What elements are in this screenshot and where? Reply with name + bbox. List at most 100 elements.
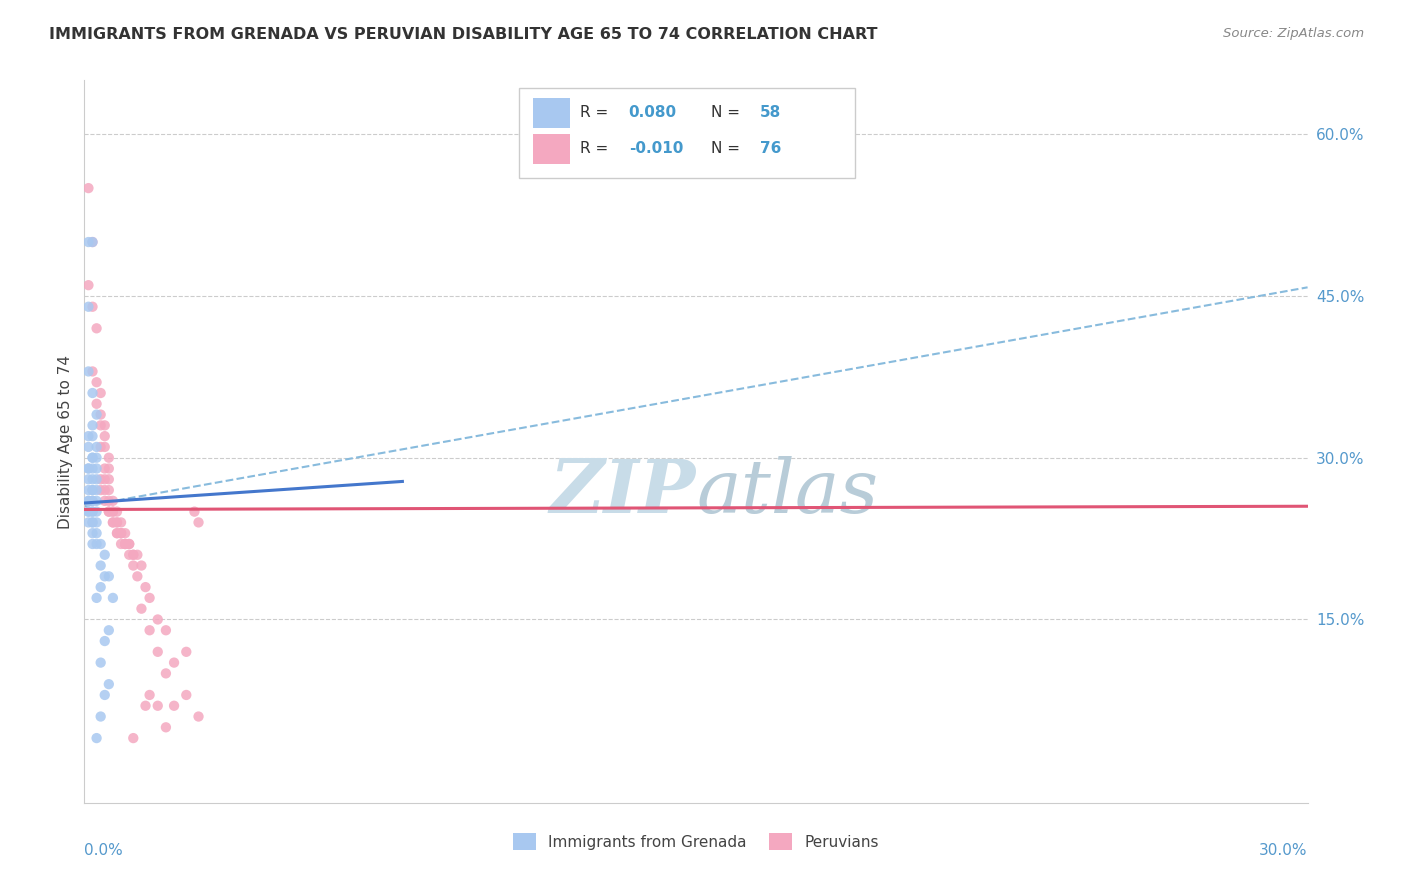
Point — [97, 450, 120, 465]
Point — [114, 537, 136, 551]
Point — [90, 537, 112, 551]
Point — [93, 634, 115, 648]
Point — [77, 364, 100, 378]
Point — [122, 731, 145, 745]
Point — [101, 505, 124, 519]
Point — [105, 526, 128, 541]
Point — [163, 698, 186, 713]
Point — [93, 461, 115, 475]
Point — [93, 429, 115, 443]
Point — [155, 624, 177, 638]
Point — [135, 698, 157, 713]
Text: R =: R = — [579, 142, 613, 156]
Point — [101, 505, 124, 519]
Point — [86, 483, 108, 497]
Point — [77, 461, 100, 475]
Point — [138, 624, 160, 638]
Point — [82, 483, 104, 497]
Point — [146, 612, 169, 626]
Point — [105, 516, 128, 530]
Point — [114, 526, 136, 541]
Point — [93, 418, 115, 433]
Point — [82, 516, 104, 530]
Point — [90, 408, 112, 422]
Point — [155, 720, 177, 734]
Point — [122, 548, 145, 562]
Point — [90, 472, 112, 486]
Point — [86, 505, 108, 519]
Point — [114, 537, 136, 551]
Point — [163, 656, 186, 670]
Point — [77, 516, 100, 530]
Point — [82, 300, 104, 314]
Point — [90, 386, 112, 401]
Legend: Immigrants from Grenada, Peruvians: Immigrants from Grenada, Peruvians — [506, 827, 886, 856]
Point — [114, 537, 136, 551]
Point — [183, 505, 205, 519]
Text: ZIP: ZIP — [550, 456, 696, 528]
Point — [101, 493, 124, 508]
Point — [90, 709, 112, 723]
Bar — [533, 97, 569, 128]
Point — [131, 558, 153, 573]
Point — [135, 580, 157, 594]
Point — [86, 526, 108, 541]
Point — [101, 591, 124, 605]
Point — [77, 483, 100, 497]
Point — [122, 558, 145, 573]
Point — [86, 472, 108, 486]
Point — [82, 483, 104, 497]
Point — [187, 709, 209, 723]
Point — [82, 429, 104, 443]
Point — [82, 364, 104, 378]
Text: R =: R = — [579, 105, 613, 120]
Point — [82, 505, 104, 519]
Point — [93, 472, 115, 486]
Point — [82, 461, 104, 475]
Point — [77, 493, 100, 508]
Point — [86, 516, 108, 530]
Point — [97, 624, 120, 638]
Point — [86, 376, 108, 390]
Point — [110, 526, 132, 541]
Text: 0.080: 0.080 — [628, 105, 676, 120]
Text: atlas: atlas — [696, 456, 879, 528]
Point — [101, 516, 124, 530]
Point — [77, 300, 100, 314]
Point — [110, 516, 132, 530]
Text: Source: ZipAtlas.com: Source: ZipAtlas.com — [1223, 27, 1364, 40]
Point — [105, 526, 128, 541]
Point — [86, 461, 108, 475]
Point — [77, 440, 100, 454]
Point — [110, 537, 132, 551]
Point — [138, 591, 160, 605]
Point — [97, 505, 120, 519]
Point — [97, 505, 120, 519]
Point — [155, 666, 177, 681]
Point — [110, 526, 132, 541]
Bar — [533, 134, 569, 164]
Point — [127, 569, 149, 583]
Point — [122, 548, 145, 562]
Point — [93, 688, 115, 702]
Point — [82, 235, 104, 249]
Point — [97, 569, 120, 583]
Point — [93, 493, 115, 508]
Point — [77, 278, 100, 293]
Point — [118, 548, 141, 562]
Point — [174, 688, 197, 702]
Point — [86, 440, 108, 454]
Point — [105, 505, 128, 519]
Point — [93, 440, 115, 454]
Text: 58: 58 — [759, 105, 780, 120]
Point — [82, 493, 104, 508]
Point — [86, 321, 108, 335]
Text: 0.0%: 0.0% — [84, 843, 124, 857]
Point — [82, 418, 104, 433]
Point — [77, 461, 100, 475]
Text: -0.010: -0.010 — [628, 142, 683, 156]
Text: IMMIGRANTS FROM GRENADA VS PERUVIAN DISABILITY AGE 65 TO 74 CORRELATION CHART: IMMIGRANTS FROM GRENADA VS PERUVIAN DISA… — [49, 27, 877, 42]
Point — [82, 472, 104, 486]
Point — [101, 516, 124, 530]
Point — [97, 677, 120, 691]
